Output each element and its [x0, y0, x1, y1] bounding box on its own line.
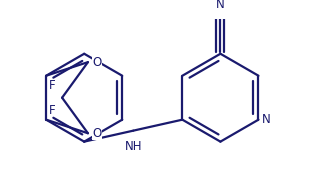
Text: O: O	[92, 56, 102, 69]
Text: F: F	[49, 103, 56, 117]
Text: N: N	[216, 0, 225, 11]
Text: N: N	[261, 113, 270, 126]
Text: F: F	[49, 79, 56, 92]
Text: NH: NH	[125, 140, 142, 153]
Text: O: O	[92, 127, 102, 140]
